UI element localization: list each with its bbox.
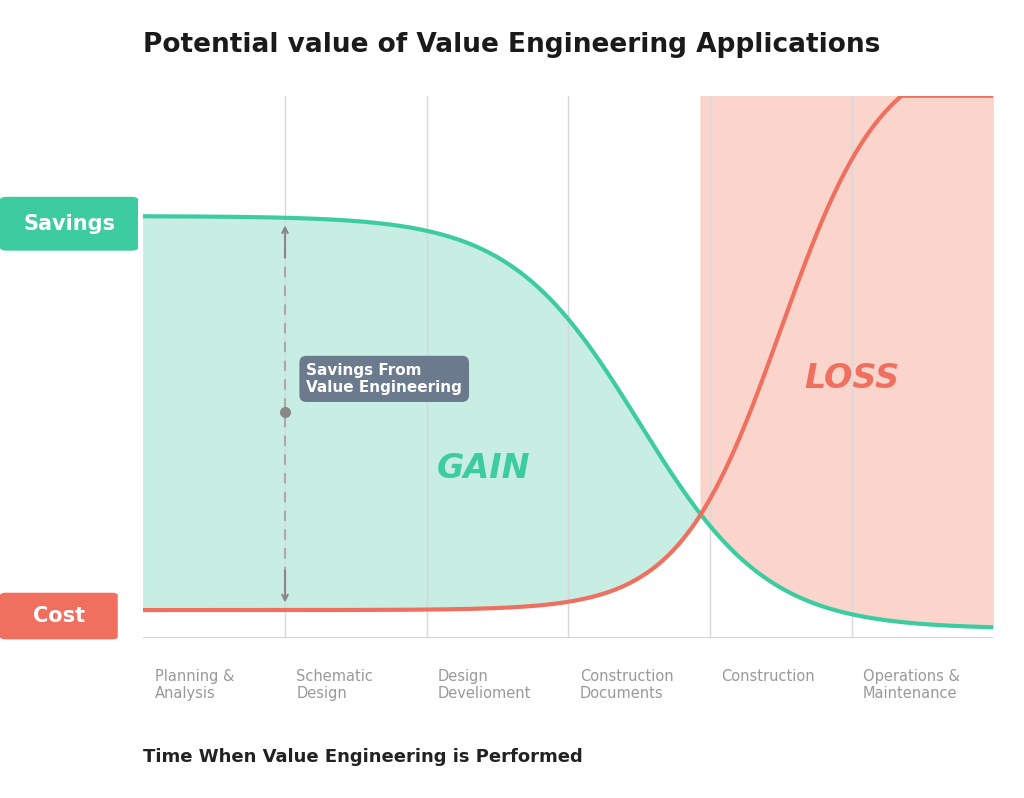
Text: Potential value of Value Engineering Applications: Potential value of Value Engineering App… [143, 32, 881, 58]
Text: GAIN: GAIN [436, 452, 530, 485]
Text: LOSS: LOSS [804, 362, 899, 395]
Text: Time When Value Engineering is Performed: Time When Value Engineering is Performed [143, 748, 583, 766]
Text: Construction
Documents: Construction Documents [580, 669, 673, 701]
FancyBboxPatch shape [0, 197, 138, 251]
Text: Cost: Cost [33, 606, 85, 626]
Text: Operations &
Maintenance: Operations & Maintenance [863, 669, 959, 701]
Text: Design
Develioment: Design Develioment [438, 669, 531, 701]
Text: Schematic
Design: Schematic Design [296, 669, 373, 701]
Text: Planning &
Analysis: Planning & Analysis [155, 669, 234, 701]
Text: Construction: Construction [721, 669, 815, 684]
Text: Savings: Savings [24, 214, 115, 234]
FancyBboxPatch shape [0, 593, 118, 639]
Text: Savings From
Value Engineering: Savings From Value Engineering [306, 362, 462, 395]
